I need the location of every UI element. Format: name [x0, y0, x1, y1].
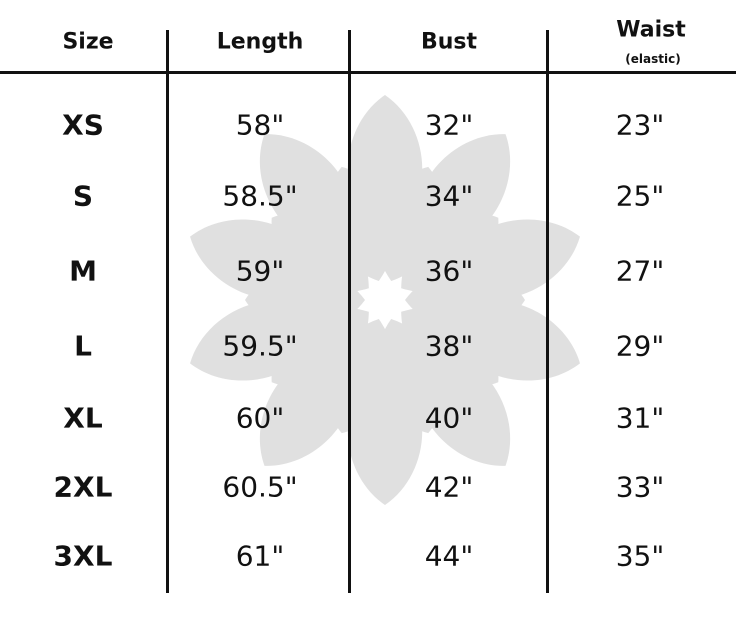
header-divider — [0, 71, 736, 74]
cell-size: 3XL — [53, 539, 113, 573]
cell-length: 61" — [235, 539, 285, 573]
cell-waist: 27" — [615, 254, 665, 288]
cell-waist: 29" — [615, 329, 665, 363]
cell-waist: 25" — [615, 179, 665, 213]
cell-bust: 34" — [424, 179, 474, 213]
petal — [325, 166, 395, 281]
header-bust: Bust — [420, 29, 478, 55]
cell-length: 59" — [235, 254, 285, 288]
cell-size: L — [74, 329, 92, 363]
column-divider — [546, 30, 549, 593]
cell-waist: 33" — [615, 470, 665, 504]
cell-waist: 23" — [615, 108, 665, 142]
cell-length: 58.5" — [222, 179, 298, 213]
column-divider — [166, 30, 169, 593]
cell-size: XL — [63, 401, 103, 435]
cell-bust: 40" — [424, 401, 474, 435]
cell-size: M — [69, 254, 97, 288]
cell-bust: 36" — [424, 254, 474, 288]
cell-length: 60.5" — [222, 470, 298, 504]
column-divider — [348, 30, 351, 593]
cell-length: 59.5" — [222, 329, 298, 363]
header-length: Length — [216, 29, 304, 55]
petal — [375, 319, 445, 434]
cell-length: 58" — [235, 108, 285, 142]
cell-length: 60" — [235, 401, 285, 435]
cell-waist: 35" — [615, 539, 665, 573]
cell-size: 2XL — [53, 470, 113, 504]
cell-waist: 31" — [615, 401, 665, 435]
cell-bust: 42" — [424, 470, 474, 504]
cell-bust: 32" — [424, 108, 474, 142]
header-size: Size — [62, 29, 114, 55]
cell-size: XS — [62, 108, 104, 142]
cell-bust: 38" — [424, 329, 474, 363]
header-waist-note: (elastic) — [625, 52, 681, 66]
cell-bust: 44" — [424, 539, 474, 573]
header-waist: Waist — [616, 17, 686, 43]
cell-size: S — [72, 179, 94, 213]
